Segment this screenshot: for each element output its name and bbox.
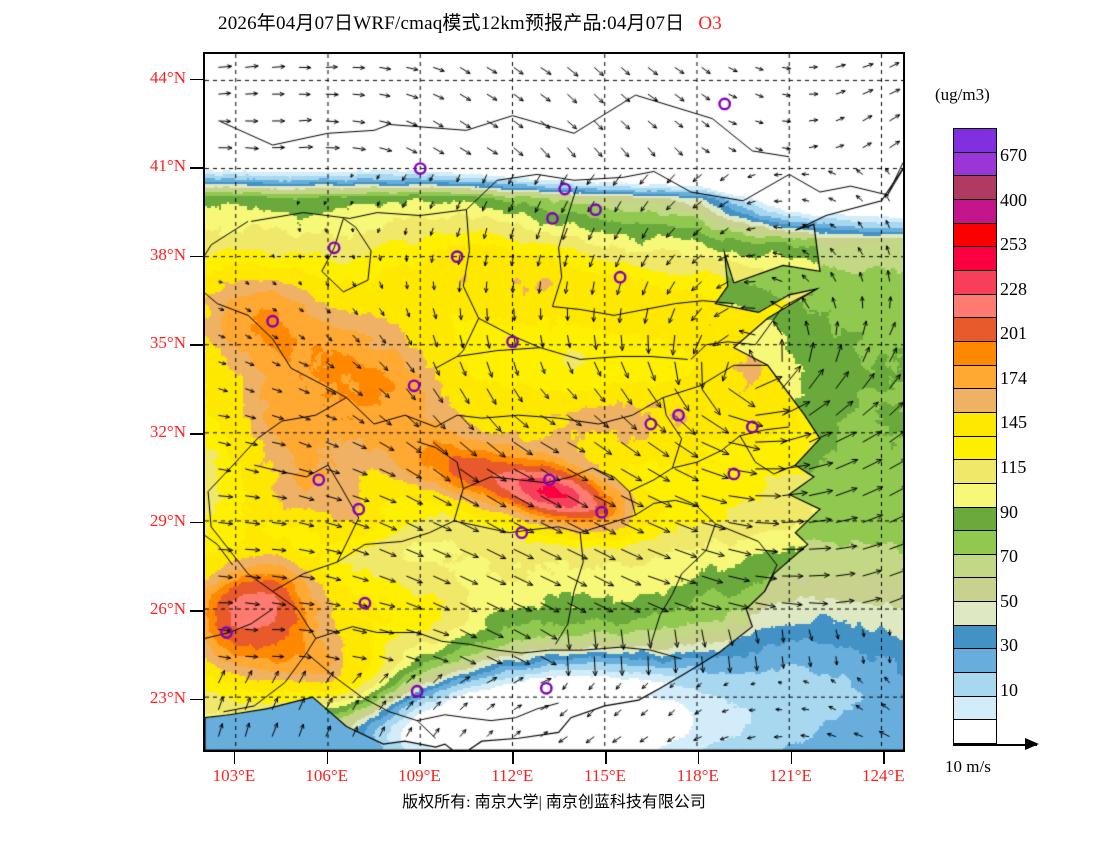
- page-title: 2026年04月07日WRF/cmaq模式12km预报产品:04月07日 O3: [0, 8, 940, 35]
- colorbar-segment: [954, 673, 996, 697]
- colorbar-tick-label: 145: [1000, 412, 1027, 433]
- colorbar-segment: [954, 625, 996, 650]
- y-axis-tick-label: 44°N: [149, 67, 186, 87]
- colorbar-segment: [954, 531, 996, 555]
- y-axis-tick-label: 26°N: [149, 599, 186, 619]
- colorbar-tick-label: 70: [1000, 546, 1018, 567]
- colorbar-segment: [954, 247, 996, 271]
- colorbar-segment: [954, 436, 996, 461]
- species-label: O3: [698, 13, 722, 34]
- x-axis-tick-label: 115°E: [583, 766, 627, 785]
- colorbar-tick-label: 10: [1000, 679, 1018, 700]
- x-axis-tick-mark: [512, 752, 514, 764]
- colorbar-segment: [954, 129, 996, 153]
- colorbar-tick-label: 670: [1000, 145, 1027, 166]
- y-axis-tick-label: 23°N: [149, 687, 186, 707]
- y-axis-tick-label: 29°N: [149, 510, 186, 530]
- colorbar-segment: [954, 152, 996, 177]
- colorbar-segment: [954, 460, 996, 484]
- colorbar-segment: [954, 176, 996, 200]
- colorbar-segment: [954, 412, 996, 437]
- x-axis-tick-mark: [605, 752, 607, 764]
- x-axis-tick-label: 112°E: [491, 766, 534, 785]
- colorbar-segment: [954, 270, 996, 295]
- x-axis-tick-label: 118°E: [676, 766, 719, 785]
- colorbar-tick-labels: 670 400 253 228 201 174 145 115 90 70 50 30 10: [1000, 128, 1096, 744]
- colorbar-segment: [954, 223, 996, 248]
- x-axis-tick-mark: [326, 752, 329, 764]
- y-axis-tick-label: 32°N: [149, 422, 186, 441]
- colorbar-segment: [954, 199, 996, 224]
- colorbar-units-label: (ug/m3): [935, 85, 990, 104]
- x-axis-tick-mark: [419, 752, 421, 764]
- x-axis-tick-label: 124°E: [862, 766, 905, 785]
- colorbar-segment: [954, 389, 996, 413]
- colorbar-segment: [954, 341, 996, 366]
- y-axis-tick-mark: [190, 433, 203, 435]
- x-axis-tick-mark: [233, 752, 236, 764]
- colorbar-segment: [954, 365, 996, 390]
- x-axis-tick-mark: [697, 752, 700, 764]
- x-axis-tick-label: 106°E: [305, 766, 349, 785]
- wind-scale-label: 10 m/s: [945, 757, 991, 776]
- colorbar-tick-label: 400: [1000, 189, 1027, 210]
- y-axis-tick-mark: [190, 521, 203, 524]
- colorbar-tick-label: 115: [1000, 457, 1027, 478]
- y-axis-tick-mark: [190, 610, 203, 612]
- colorbar-segment: [954, 294, 996, 319]
- colorbar-segment: [954, 602, 996, 626]
- y-axis-tick-label: 35°N: [149, 333, 186, 353]
- y-axis-tick-label: 41°N: [149, 156, 186, 176]
- colorbar-tick-label: 253: [1000, 234, 1027, 255]
- y-axis-tick-mark: [190, 255, 203, 258]
- colorbar-segment: [954, 483, 996, 508]
- colorbar-segment: [954, 696, 996, 721]
- colorbar-segment: [954, 554, 996, 579]
- colorbar-tick-label: 90: [1000, 501, 1018, 522]
- forecast-map[interactable]: [203, 52, 905, 752]
- colorbar-segment: [954, 720, 996, 744]
- x-axis-tick-label: 103°E: [212, 766, 256, 785]
- colorbar-segment: [954, 649, 996, 674]
- y-axis-tick-mark: [190, 344, 203, 346]
- colorbar-segment: [954, 578, 996, 603]
- y-axis-tick-label: 38°N: [149, 244, 186, 264]
- colorbar-tick-label: 50: [1000, 590, 1018, 611]
- y-axis-tick-mark: [190, 167, 203, 169]
- colorbar-segment: [954, 318, 996, 342]
- x-axis-tick-label: 121°E: [769, 766, 812, 785]
- colorbar[interactable]: [953, 128, 997, 744]
- colorbar-tick-label: 174: [1000, 367, 1027, 388]
- wind-scale-key: 10 m/s: [945, 735, 1095, 777]
- colorbar-tick-label: 201: [1000, 323, 1027, 344]
- o3-concentration-heatmap[interactable]: [205, 54, 903, 750]
- y-axis-tick-mark: [190, 698, 203, 701]
- y-axis-tick-mark: [190, 78, 203, 81]
- colorbar-segment: [954, 507, 996, 532]
- x-axis-tick-label: 109°E: [398, 766, 441, 785]
- right-arrow-icon: [953, 735, 1095, 755]
- colorbar-tick-label: 228: [1000, 278, 1027, 299]
- x-axis-tick-mark: [883, 752, 885, 764]
- title-text: 2026年04月07日WRF/cmaq模式12km预报产品:04月07日: [218, 13, 685, 34]
- colorbar-tick-label: 30: [1000, 635, 1018, 656]
- x-axis-tick-mark: [790, 752, 793, 764]
- copyright-credit: 版权所有: 南京大学| 南京创蓝科技有限公司: [402, 794, 706, 811]
